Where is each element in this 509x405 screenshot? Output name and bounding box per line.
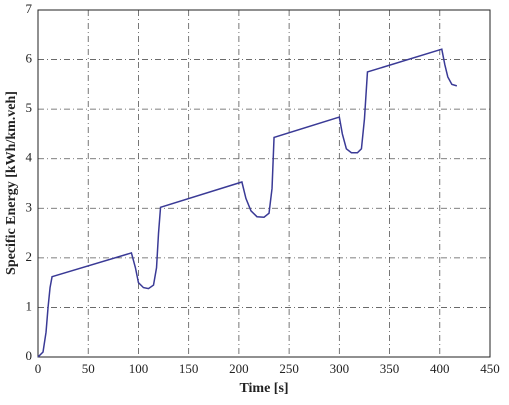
x-axis-title: Time [s] bbox=[239, 381, 288, 396]
y-tick-label: 4 bbox=[26, 150, 33, 165]
x-tick-label: 100 bbox=[129, 361, 149, 376]
y-tick-label: 0 bbox=[26, 348, 33, 363]
x-tick-label: 200 bbox=[229, 361, 249, 376]
plot-frame bbox=[37, 9, 491, 358]
y-tick-label: 5 bbox=[26, 100, 33, 115]
y-tick-label: 3 bbox=[26, 199, 33, 214]
y-tick-label: 7 bbox=[26, 1, 33, 16]
y-tick-label: 2 bbox=[26, 249, 33, 264]
y-tick-label: 1 bbox=[26, 298, 33, 313]
x-tick-label: 450 bbox=[480, 361, 500, 376]
x-tick-label: 0 bbox=[35, 361, 42, 376]
x-tick-label: 400 bbox=[430, 361, 450, 376]
x-tick-label: 350 bbox=[380, 361, 400, 376]
x-tick-label: 250 bbox=[279, 361, 299, 376]
y-axis-title: Specific Energy [kWh/km.veh] bbox=[4, 91, 19, 275]
x-tick-label: 50 bbox=[82, 361, 95, 376]
y-tick-label: 6 bbox=[26, 51, 33, 66]
x-tick-label: 300 bbox=[330, 361, 350, 376]
x-tick-label: 150 bbox=[179, 361, 199, 376]
data-line bbox=[37, 48, 458, 358]
